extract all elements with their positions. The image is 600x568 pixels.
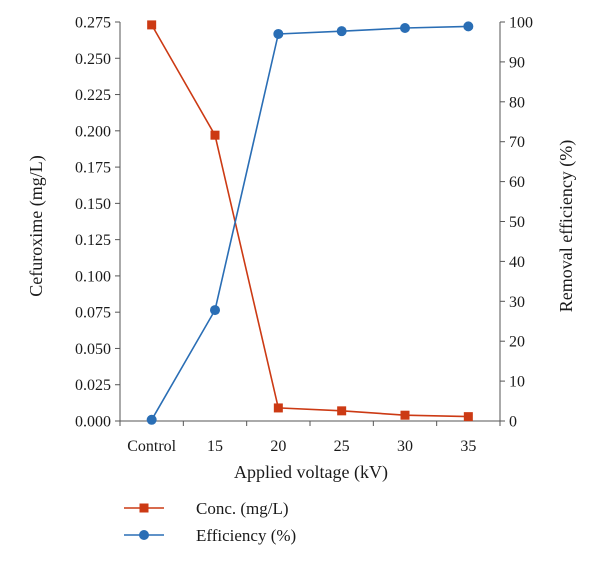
y-right-tick-label: 20 [509,334,525,351]
y-left-tick-label: 0.150 [75,196,111,213]
efficiency-data-point [336,26,347,37]
ticks: 0.000 0.025 0.050 0.075 0.100 0.125 0.150 0.175… [75,15,533,456]
y-right-tick-label: 10 [509,374,525,391]
y-left-tick-label: 0.000 [75,414,111,431]
y-right-tick-label: 30 [509,294,525,311]
efficiency-data-point [146,414,157,425]
y-left-tick-label: 0.275 [75,15,111,32]
efficiency-data-point [400,22,410,33]
y-right-tick-label: 70 [509,134,525,151]
legend-label-conc: Conc. (mg/L) [196,499,289,518]
x-axis-title: Applied voltage (kV) [234,462,388,483]
conc-data-point [210,130,220,140]
y-left-tick-label: 0.200 [75,123,111,140]
conc-data-point [400,410,410,420]
y-left-tick-label: 0.175 [75,160,111,177]
y-right-tick-label: 60 [509,174,525,191]
x-tick-label: 35 [460,438,476,455]
x-tick-label: 30 [397,438,413,455]
y-axis-left-title: Cefuroxime (mg/L) [26,155,47,296]
conc-data-point [337,406,347,416]
legend-item-conc: Conc. (mg/L) [124,499,289,518]
y-right-tick-label: 0 [509,414,517,431]
legend-item-efficiency: Efficiency (%) [124,526,296,545]
efficiency-data-point [210,305,220,316]
series-layer [146,20,474,425]
x-tick-label: 25 [334,438,350,455]
y-left-tick-label: 0.025 [75,377,111,394]
y-right-tick-label: 40 [509,254,525,271]
y-left-tick-label: 0.250 [75,51,111,68]
efficiency-data-point [463,21,474,32]
y-right-tick-label: 100 [509,15,533,32]
efficiency-series-line [151,25,469,421]
y-left-tick-label: 0.100 [75,268,111,285]
y-left-tick-label: 0.075 [75,305,111,322]
legend-label-efficiency: Efficiency (%) [196,526,296,545]
y-left-tick-label: 0.050 [75,341,111,358]
efficiency-data-point [273,28,284,39]
axes [119,22,501,422]
x-tick-label: 15 [207,438,223,455]
conc-data-point [463,412,473,422]
conc-data-point [273,403,283,413]
x-tick-label: 20 [270,438,286,455]
conc-series-line [151,24,469,418]
y-right-tick-label: 50 [509,214,525,231]
legend-marker-efficiency [139,530,149,540]
y-left-tick-label: 0.225 [75,87,111,104]
legend: Conc. (mg/L) Efficiency (%) [124,499,296,545]
y-right-tick-label: 90 [509,54,525,71]
y-axis-right-title: Removal efficiency (%) [556,140,577,313]
legend-marker-conc [139,503,149,513]
y-left-tick-label: 0.125 [75,232,111,249]
conc-data-point [147,20,157,30]
x-tick-label: Control [127,438,176,455]
y-right-tick-label: 80 [509,94,525,111]
